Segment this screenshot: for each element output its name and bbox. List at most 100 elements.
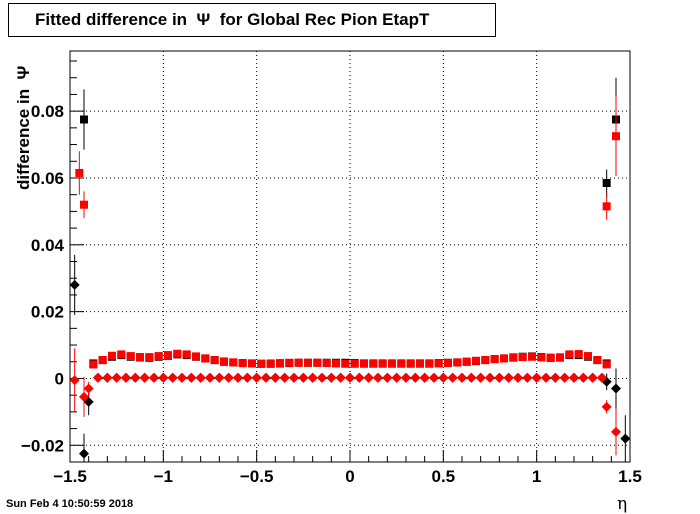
data-point-square — [136, 353, 144, 362]
data-point-diamond — [69, 279, 80, 290]
data-point-diamond — [177, 372, 187, 383]
y-tick-label: 0.06 — [31, 169, 64, 188]
data-point-diamond — [611, 426, 621, 437]
data-point-square — [425, 359, 434, 368]
data-point-square — [248, 359, 256, 368]
data-point-diamond — [335, 372, 346, 383]
data-point-square — [602, 202, 611, 211]
data-point-square — [108, 351, 116, 360]
data-point-square — [444, 359, 452, 368]
data-point-diamond — [214, 372, 225, 383]
data-point-diamond — [270, 372, 281, 383]
data-point-diamond — [195, 372, 206, 383]
data-point-diamond — [186, 372, 197, 383]
data-point-diamond — [466, 372, 477, 383]
data-point-square — [537, 353, 546, 362]
data-point-square — [332, 359, 340, 368]
data-point-diamond — [158, 372, 169, 383]
x-tick-label: −1.5 — [53, 467, 87, 486]
data-point-diamond — [410, 372, 421, 383]
data-point-square — [304, 358, 312, 367]
data-point-diamond — [587, 372, 598, 383]
data-point-square — [472, 356, 480, 365]
data-point-square — [285, 358, 294, 367]
data-point-square — [192, 352, 200, 361]
data-point-diamond — [345, 372, 355, 383]
data-point-diamond — [531, 372, 542, 383]
y-tick-label: −0.02 — [21, 436, 64, 455]
data-point-diamond — [223, 372, 234, 383]
data-point-square — [490, 355, 499, 364]
data-point-square — [378, 359, 387, 368]
data-point-square — [75, 168, 84, 177]
data-point-square — [145, 353, 154, 362]
data-point-square — [518, 353, 527, 362]
data-point-square — [294, 358, 303, 367]
plot-frame — [69, 50, 631, 463]
data-point-diamond — [317, 372, 327, 383]
data-point-square — [360, 359, 368, 368]
data-point-diamond — [401, 372, 411, 383]
data-point-square — [98, 356, 107, 365]
data-point-diamond — [503, 372, 514, 383]
data-point-diamond — [550, 372, 561, 383]
timestamp-footer: Sun Feb 4 10:50:59 2018 — [6, 498, 134, 510]
x-tick-label: −0.5 — [240, 467, 274, 486]
data-point-square — [220, 357, 228, 366]
data-point-square — [173, 349, 182, 358]
data-point-diamond — [279, 372, 290, 383]
data-point-square — [89, 360, 98, 369]
data-point-square — [126, 352, 135, 361]
data-point-diamond — [149, 372, 159, 383]
data-point-diamond — [79, 391, 89, 402]
data-point-square — [350, 359, 359, 368]
data-point-square — [388, 359, 396, 368]
x-tick-label: 0.5 — [432, 467, 456, 486]
data-point-diamond — [429, 372, 439, 383]
data-point-square — [341, 359, 350, 368]
data-point-diamond — [438, 372, 449, 383]
data-point-square — [509, 353, 518, 362]
data-point-diamond — [111, 372, 122, 383]
data-point-diamond — [93, 372, 103, 383]
data-point-diamond — [391, 372, 402, 383]
data-point-square — [453, 358, 462, 367]
data-point-square — [257, 359, 266, 368]
data-point-diamond — [485, 372, 495, 383]
data-point-square — [322, 359, 331, 368]
data-point-square — [80, 200, 88, 209]
data-point-diamond — [233, 372, 243, 383]
data-point-square — [154, 352, 163, 361]
data-point-square — [481, 356, 490, 365]
data-point-square — [602, 178, 611, 187]
data-point-diamond — [363, 372, 374, 383]
data-point-diamond — [83, 383, 94, 394]
data-point-diamond — [298, 372, 309, 383]
data-point-square — [462, 357, 471, 366]
data-point-square — [434, 359, 443, 368]
data-point-diamond — [475, 372, 486, 383]
data-point-square — [612, 132, 620, 141]
data-point-diamond — [307, 372, 318, 383]
y-axis-label: difference in Ψ — [14, 65, 33, 190]
data-point-square — [416, 359, 424, 368]
data-point-diamond — [578, 372, 589, 383]
data-point-diamond — [373, 372, 383, 383]
data-point-diamond — [79, 448, 89, 459]
data-point-diamond — [242, 372, 253, 383]
data-point-diamond — [611, 383, 621, 394]
data-point-square — [528, 352, 536, 361]
data-point-square — [210, 356, 219, 365]
data-point-diamond — [326, 372, 337, 383]
x-tick-label: 1 — [532, 467, 541, 486]
data-point-diamond — [522, 372, 533, 383]
data-point-square — [276, 359, 284, 368]
data-point-diamond — [569, 372, 579, 383]
data-point-diamond — [597, 372, 607, 383]
data-point-square — [229, 358, 238, 367]
data-point-square — [397, 359, 406, 368]
data-point-square — [602, 360, 611, 369]
data-point-square — [593, 356, 602, 365]
data-point-diamond — [251, 372, 262, 383]
data-point-square — [546, 354, 555, 363]
